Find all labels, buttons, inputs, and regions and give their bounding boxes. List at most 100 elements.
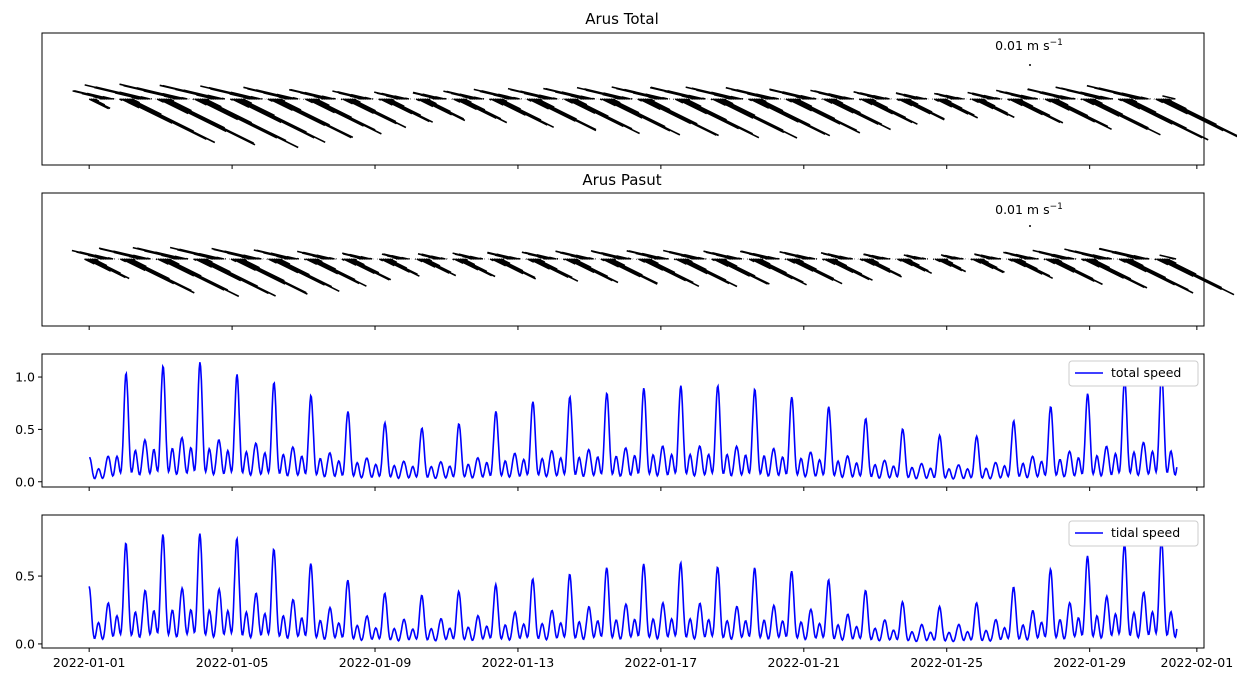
quiver-arrow: [827, 258, 870, 281]
quiver-arrow: [435, 96, 445, 100]
quiver-arrow: [748, 98, 753, 102]
quiver-arrow: [1080, 98, 1083, 101]
quiver-arrow: [440, 257, 446, 260]
quiver-arrow: [812, 97, 817, 100]
quiver-arrow: [592, 97, 595, 100]
quiver-arrow: [205, 258, 213, 263]
quiver-arrow: [798, 98, 802, 101]
quiver-arrow: [723, 98, 734, 105]
quiver-arrow: [832, 258, 848, 267]
quiver-arrow: [502, 258, 505, 261]
quiver-arrow: [795, 258, 817, 271]
x-axis-tidal-speed: 2022-01-01 2022-01-05 2022-01-09 2022-01-13…: [53, 648, 1233, 670]
quiver-arrow: [292, 96, 299, 100]
quiver-arrow: [863, 258, 891, 274]
quiver-arrow: [627, 257, 632, 260]
quiver-arrow: [939, 258, 967, 273]
quiver-arrow: [673, 258, 676, 261]
x-tick-label: 2022-01-25: [910, 655, 983, 670]
panel-arus-pasut: Arus Pasut 0.01 m s−1: [41, 171, 1235, 330]
y-tick-label: 0.5: [15, 422, 35, 437]
quiver-arrow: [1028, 256, 1037, 260]
quiver-arrow: [904, 258, 929, 272]
quiver-arrow: [102, 95, 113, 100]
quiver-arrow: [674, 98, 684, 104]
quiver-arrow: [900, 258, 926, 272]
x-tick-label: 2022-01-13: [482, 655, 555, 670]
quiver-arrow: [970, 258, 973, 261]
quiver-arrow: [835, 98, 838, 101]
quiver-arrow: [572, 98, 609, 118]
x-tick-label: 2022-02-01: [1161, 655, 1234, 670]
quiver-arrow: [982, 258, 985, 261]
quiver-arrow: [250, 95, 261, 100]
panel-tidal-speed: 0.00.5 2022-01-01 2022-01-05 2022-01-09 202…: [15, 514, 1233, 670]
quiver-arrow: [606, 98, 681, 136]
legend-label-total-speed: total speed: [1111, 365, 1181, 380]
x-tick-label: 2022-01-09: [339, 655, 412, 670]
quiver-arrow: [944, 98, 952, 103]
quiver-arrow: [130, 258, 147, 268]
quiver-arrow: [537, 258, 546, 263]
quiver-arrow: [982, 98, 987, 102]
quiver-arrow: [711, 258, 715, 262]
quiver-arrow: [317, 98, 321, 101]
quiver-arrow: [333, 97, 336, 100]
quiver-arrow: [871, 98, 877, 102]
quiver-arrow: [364, 96, 372, 100]
quiver-arrow: [1159, 254, 1177, 260]
quiver-arrow: [726, 255, 741, 260]
quiver-arrow: [216, 256, 225, 260]
quiver-arrow: [498, 258, 524, 272]
quiver-arrow: [896, 98, 901, 102]
quiver-arrow: [738, 257, 743, 260]
quiver-arrow: [897, 258, 902, 262]
quiver-arrow: [921, 257, 927, 260]
quiver-arrow: [933, 98, 940, 103]
quiver-arrow: [990, 256, 1000, 260]
quiver-arrow: [645, 258, 694, 284]
quiver-arrow: [935, 98, 953, 108]
quiver-arrow: [683, 98, 727, 121]
quiver-arrow: [797, 258, 804, 263]
quiver-arrow: [343, 258, 357, 266]
quiver-arrow: [1057, 98, 1060, 101]
quiver-arrow: [169, 258, 172, 261]
quiver-arrow: [767, 255, 778, 260]
quiver-arrow: [353, 258, 358, 261]
quiver-arrow: [497, 98, 542, 121]
quiver-arrow: [341, 258, 345, 262]
quiver-arrow: [535, 98, 577, 120]
quiver-arrow: [88, 98, 110, 110]
quiver-arrow: [539, 94, 556, 100]
quiver-arrow: [238, 98, 307, 133]
quiver-arrow: [347, 98, 407, 129]
quiver-arrow: [192, 98, 195, 101]
quiver-arrow: [1162, 95, 1176, 100]
quiver-arrow: [777, 257, 780, 260]
quiver-arrow: [421, 98, 466, 122]
quiver-arrow: [978, 98, 1008, 114]
quiver-arrow: [527, 258, 535, 263]
quiver-arrow: [380, 258, 395, 267]
y-axis-total-speed: 0.0 0.5 1.0: [15, 370, 42, 489]
quiver-arrow: [312, 258, 356, 281]
quiver-arrow: [1146, 257, 1150, 260]
quiver-arrow: [1106, 257, 1112, 260]
quiver-arrow: [1019, 98, 1024, 102]
plot-frame-tidal-speed: [41, 514, 1205, 649]
quiver-arrow: [981, 258, 989, 264]
quiver-arrow: [1072, 97, 1076, 100]
quiver-arrows-total: [72, 83, 1237, 149]
quiver-arrow: [605, 258, 658, 285]
quiver-arrow: [387, 258, 408, 269]
legend-total-speed: total speed: [1068, 360, 1199, 387]
quiver-arrow: [973, 258, 994, 270]
quiver-arrow: [241, 258, 260, 269]
quiver-arrow: [155, 258, 158, 261]
plot-frame-total-speed: [41, 353, 1205, 488]
quiver-arrow: [908, 98, 912, 101]
quiver-arrow: [526, 98, 532, 102]
quiver-arrow: [495, 258, 537, 280]
